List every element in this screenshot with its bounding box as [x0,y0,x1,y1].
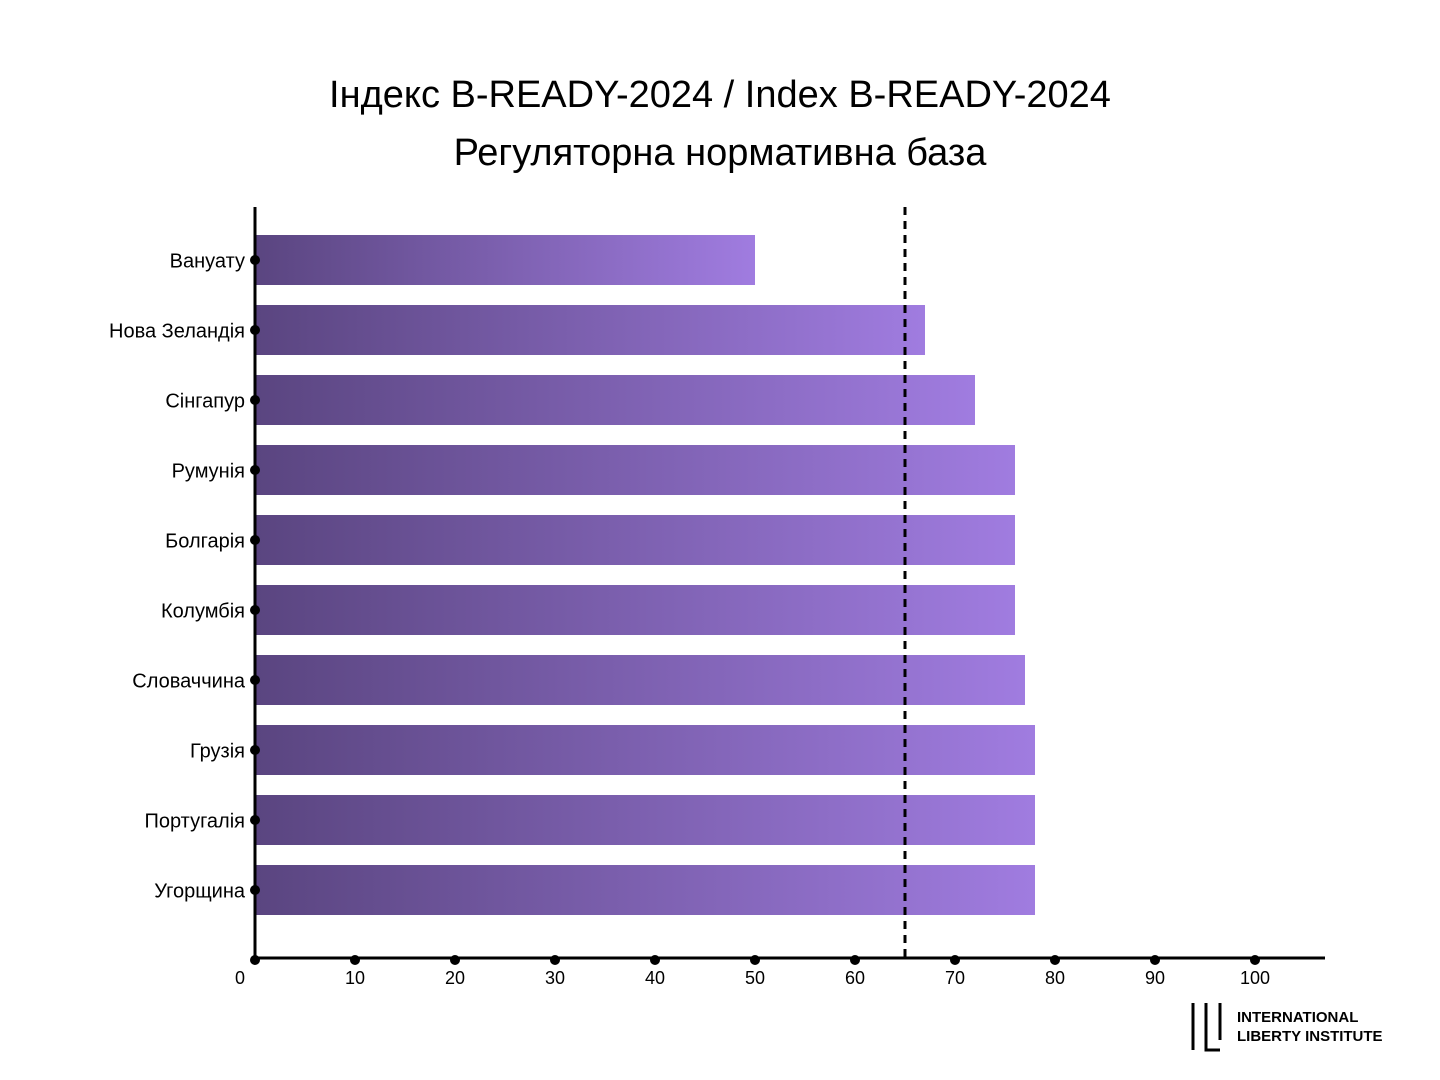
x-tick-label: 80 [1045,968,1065,988]
x-tick-label: 10 [345,968,365,988]
y-tick-label: Грузія [190,740,245,762]
x-tick-label: 90 [1145,968,1165,988]
bar [255,515,1015,565]
bar [255,235,755,285]
x-tick-label: 20 [445,968,465,988]
x-tick-label: 100 [1240,968,1270,988]
x-tick-label: 60 [845,968,865,988]
x-tick-label: 40 [645,968,665,988]
x-tick-label: 50 [745,968,765,988]
bar [255,865,1035,915]
tick-mark [1050,955,1060,965]
tick-mark [1150,955,1160,965]
bar [255,305,925,355]
x-tick-label: 30 [545,968,565,988]
tick-mark [350,955,360,965]
y-tick-label: Португалія [145,810,246,832]
tick-mark [450,955,460,965]
x-tick-label: 70 [945,968,965,988]
chart-subtitle: Регуляторна нормативна база [454,132,988,174]
bar [255,375,975,425]
tick-mark [550,955,560,965]
bar [255,725,1035,775]
tick-mark [850,955,860,965]
x-tick-label: 0 [235,968,245,988]
logo-text: LIBERTY INSTITUTE [1237,1028,1383,1045]
y-tick-label: Сінгапур [165,390,245,412]
tick-mark [650,955,660,965]
y-tick-label: Нова Зеландія [109,320,245,342]
y-tick-label: Угорщина [154,880,246,902]
tick-mark [1250,955,1260,965]
tick-mark [250,955,260,965]
tick-mark [950,955,960,965]
y-tick-label: Вануату [170,250,245,272]
logo-text: INTERNATIONAL [1237,1009,1358,1026]
bar [255,585,1015,635]
bar [255,445,1015,495]
y-tick-label: Колумбія [161,600,245,622]
y-tick-label: Словаччина [132,670,246,692]
tick-mark [750,955,760,965]
chart-title: Індекс B-READY-2024 / Index B-READY-2024 [329,74,1111,116]
y-tick-label: Румунія [172,460,245,482]
bar [255,795,1035,845]
logo-mark [1191,1003,1222,1052]
y-tick-label: Болгарія [165,530,245,552]
bar [255,655,1025,705]
